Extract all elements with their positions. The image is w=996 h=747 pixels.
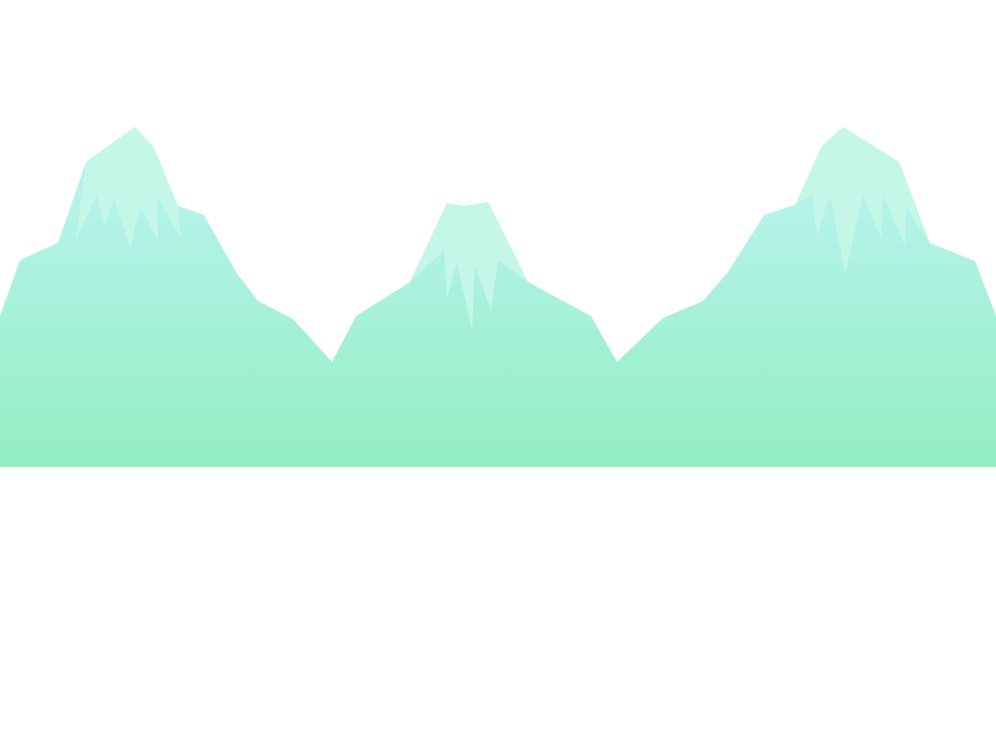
center-peak-snowcap [410,202,528,330]
right-peak-snowcap [795,127,930,274]
left-peak-snowcap [76,127,181,248]
mountain-range-silhouette [0,127,996,467]
